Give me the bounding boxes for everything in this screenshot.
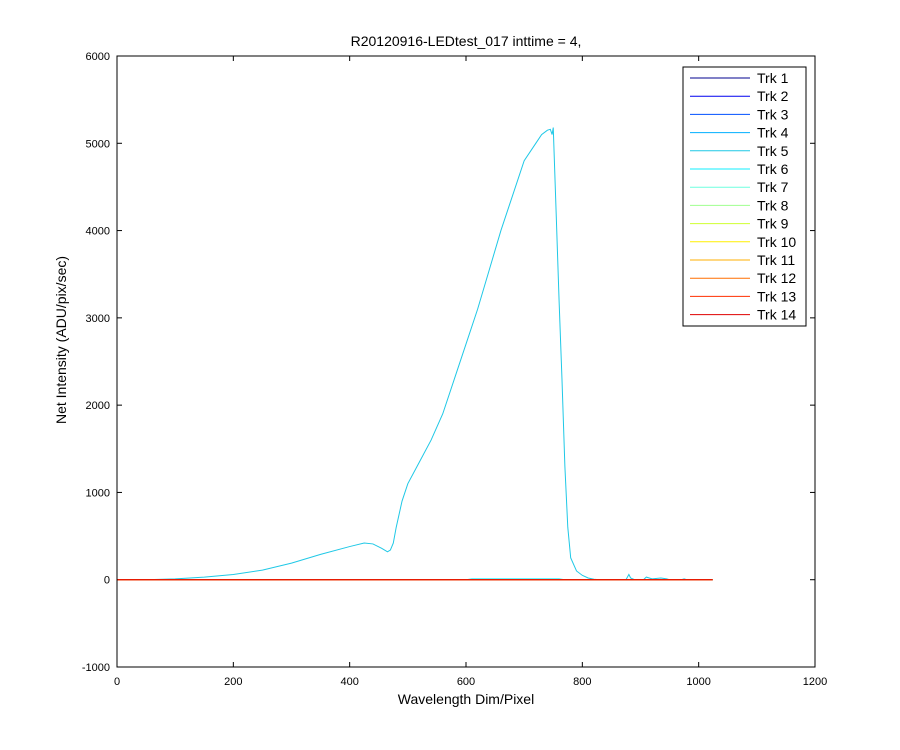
legend-box xyxy=(682,66,807,327)
x-tick-label: 200 xyxy=(224,676,242,688)
legend-label-trk-4: Trk 4 xyxy=(757,125,789,141)
tick-labels: 0 200 400 600 800 1000 1200 -1000 0 1000 2000 3000 4… xyxy=(82,51,827,688)
legend-label-trk-12: Trk 12 xyxy=(757,270,796,286)
legend-label-trk-11: Trk 11 xyxy=(757,252,795,268)
y-tick-label: 3000 xyxy=(86,313,110,325)
legend-label-trk-1: Trk 1 xyxy=(757,70,789,86)
y-tick-label: 4000 xyxy=(86,226,110,238)
y-tick-label: 6000 xyxy=(86,51,110,63)
x-tick-label: 1000 xyxy=(686,676,710,688)
legend-label-trk-14: Trk 14 xyxy=(757,307,796,323)
legend-label-trk-2: Trk 2 xyxy=(757,88,789,104)
y-tick-label: 0 xyxy=(104,575,110,587)
legend-label-trk-10: Trk 10 xyxy=(757,234,796,250)
legend-label-trk-6: Trk 6 xyxy=(757,161,789,177)
x-tick-label: 1200 xyxy=(803,676,827,688)
y-axis-label: Net Intensity (ADU/pix/sec) xyxy=(53,256,69,424)
legend-label-trk-7: Trk 7 xyxy=(757,179,789,195)
x-tick-label: 600 xyxy=(457,676,475,688)
y-tick-label: 1000 xyxy=(86,487,110,499)
x-tick-label: 0 xyxy=(114,676,120,688)
x-tick-label: 400 xyxy=(340,676,358,688)
legend-label-trk-9: Trk 9 xyxy=(757,216,789,232)
legend-label-trk-5: Trk 5 xyxy=(757,143,789,159)
y-tick-label: 5000 xyxy=(86,138,110,150)
legend-label-trk-13: Trk 13 xyxy=(757,288,796,304)
x-axis-label: Wavelength Dim/Pixel xyxy=(398,691,534,707)
chart-title: R20120916-LEDtest_017 inttime = 4, xyxy=(351,33,582,49)
y-tick-label: 2000 xyxy=(86,400,110,412)
legend-label-trk-3: Trk 3 xyxy=(757,106,789,122)
y-tick-label: -1000 xyxy=(82,662,110,674)
legend: Trk 1 Trk 2 Trk 3 Trk 4 Trk 5 Trk 6 Trk 7 Trk 8… xyxy=(682,66,807,327)
series-lines xyxy=(117,127,713,581)
legend-label-trk-8: Trk 8 xyxy=(757,197,789,213)
x-tick-label: 800 xyxy=(573,676,591,688)
plot-frame xyxy=(116,55,816,668)
